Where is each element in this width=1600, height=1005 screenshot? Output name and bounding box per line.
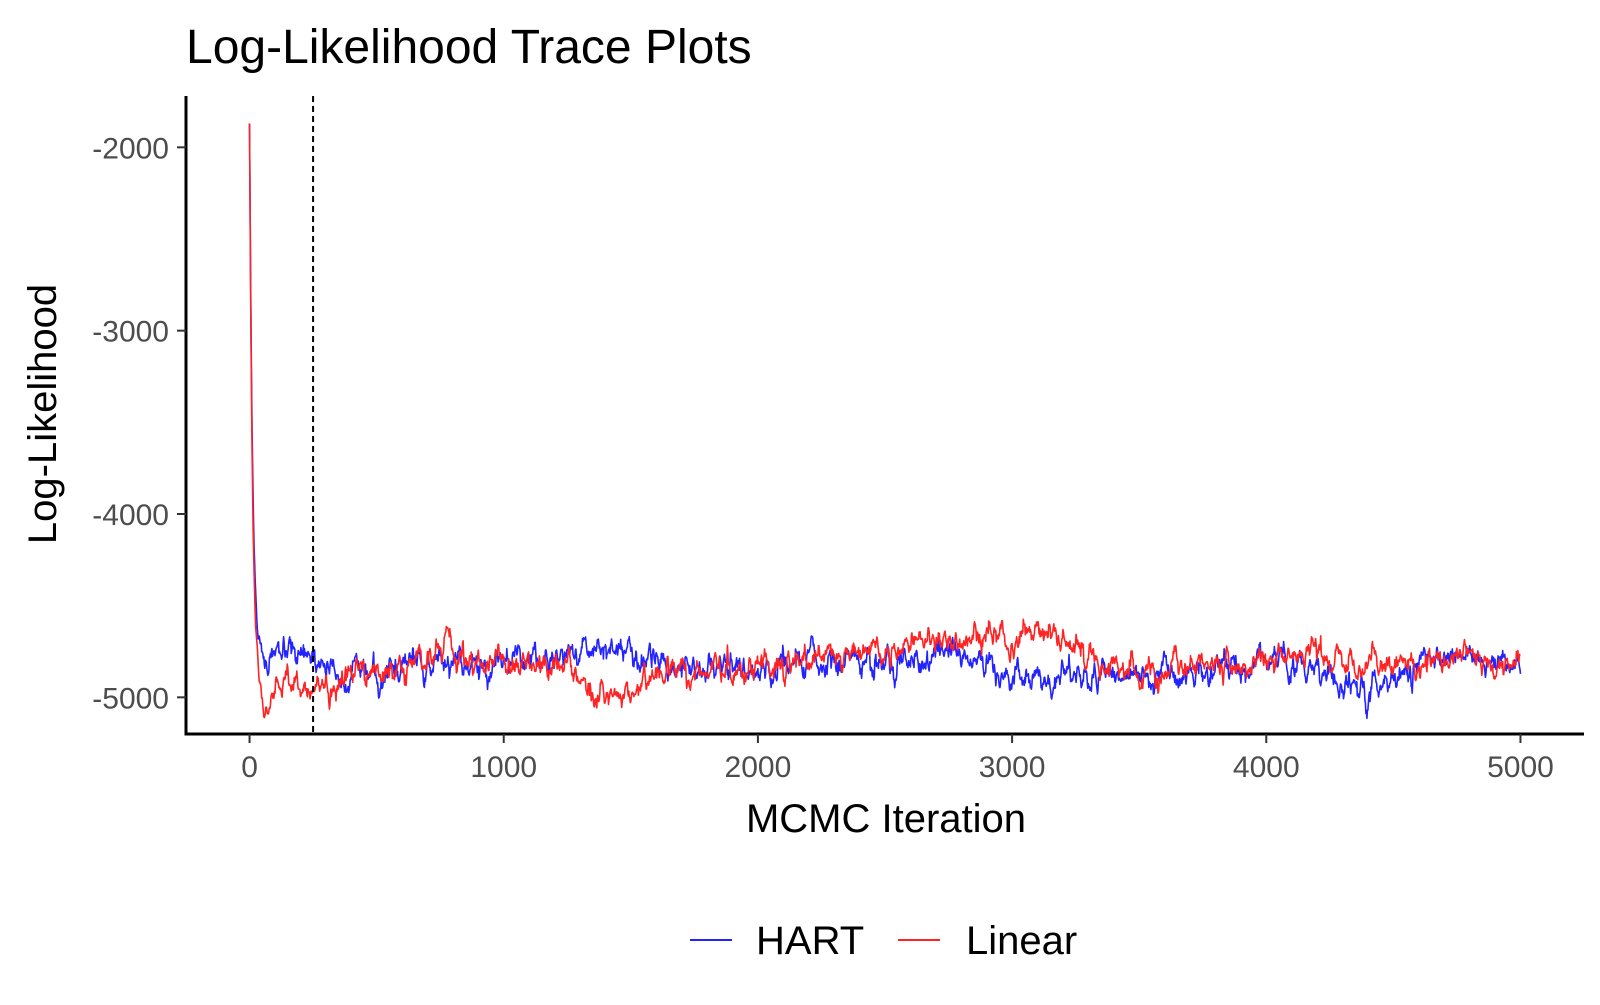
x-tick-label: 4000 bbox=[1233, 751, 1300, 784]
y-tick-label: -5000 bbox=[92, 682, 169, 715]
y-tick-label: -4000 bbox=[92, 499, 169, 532]
legend-label-linear: Linear bbox=[966, 919, 1077, 963]
y-tick-label: -2000 bbox=[92, 132, 169, 165]
x-tick-label: 1000 bbox=[470, 751, 537, 784]
series-line-linear bbox=[248, 123, 1521, 719]
series-layer bbox=[248, 123, 1522, 720]
x-tick-label: 3000 bbox=[979, 751, 1046, 784]
chart-title: Log-Likelihood Trace Plots bbox=[186, 21, 752, 74]
legend-label-hart: HART bbox=[756, 919, 864, 963]
ticks-layer: 0 1000 2000 3000 4000 5000 -2000 -3000 -4000 -500… bbox=[92, 132, 1554, 784]
series-line-hart bbox=[248, 123, 1522, 720]
x-axis-title: MCMC Iteration bbox=[746, 797, 1026, 841]
x-tick-label: 2000 bbox=[725, 751, 792, 784]
x-tick-label: 5000 bbox=[1487, 751, 1554, 784]
y-axis-title: Log-Likelihood bbox=[21, 284, 65, 544]
y-tick-label: -3000 bbox=[92, 316, 169, 349]
legend: HART Linear bbox=[690, 919, 1077, 963]
x-tick-label: 0 bbox=[241, 751, 258, 784]
